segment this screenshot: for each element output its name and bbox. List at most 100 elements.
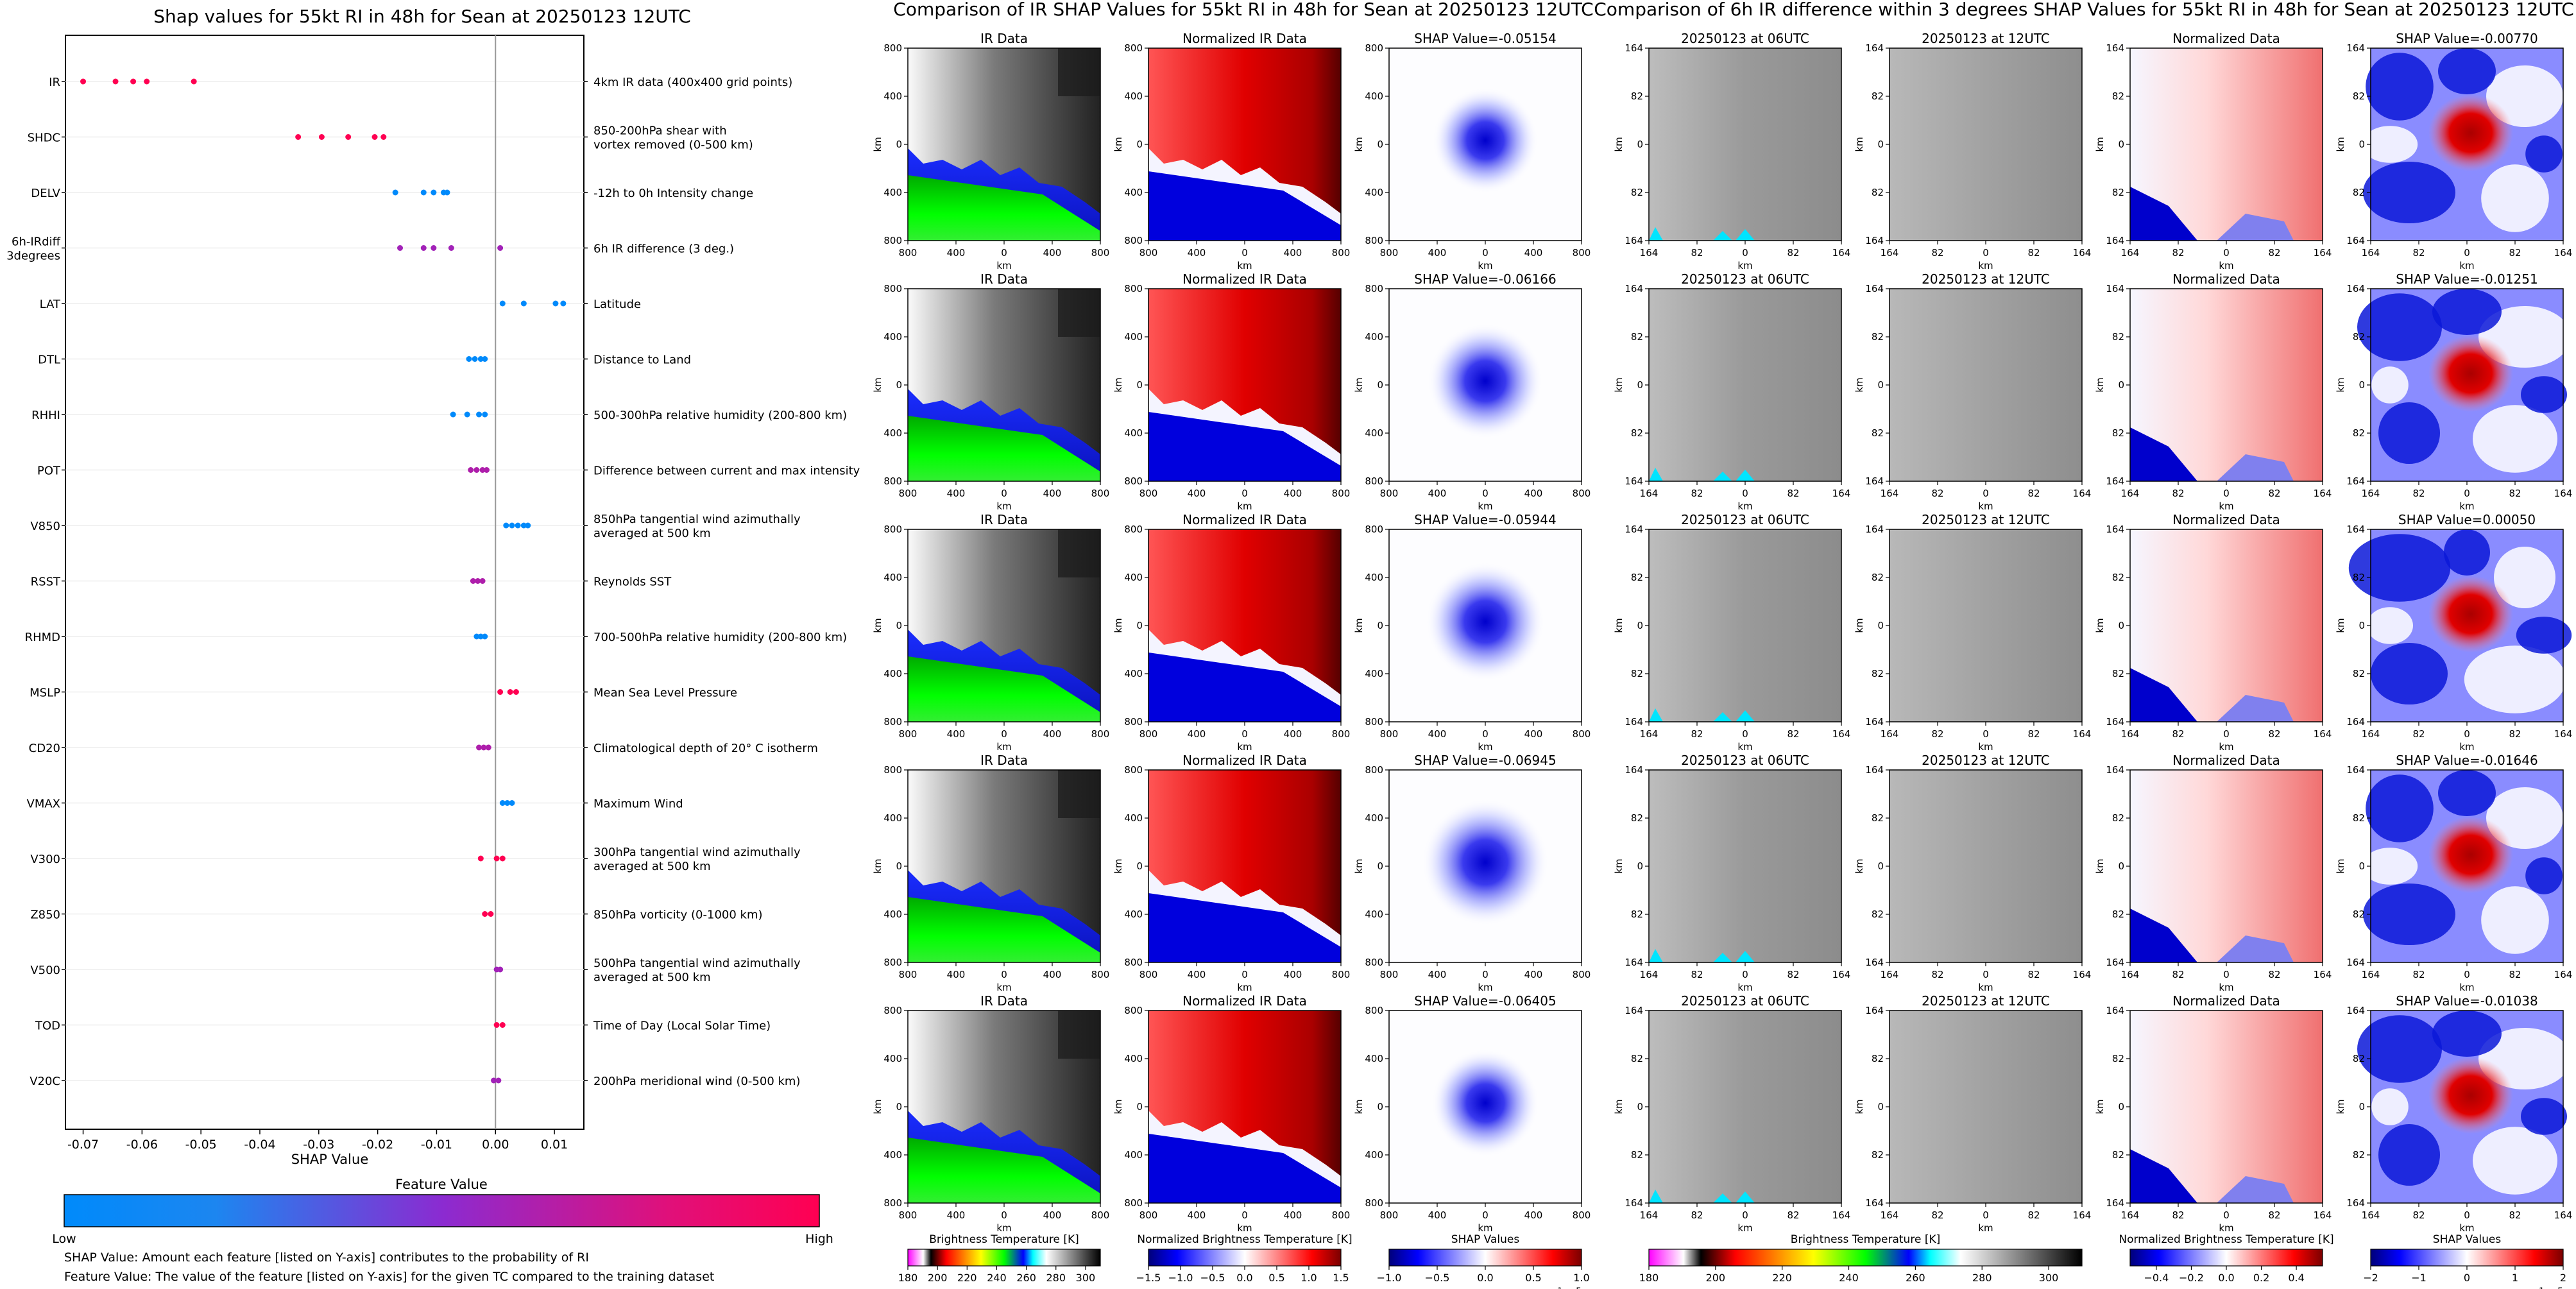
panel-y-axis-label: km xyxy=(2335,618,2346,633)
shap-patch xyxy=(2362,126,2418,163)
panel-y-axis-label: km xyxy=(1113,137,1124,151)
shap-patch xyxy=(2366,774,2434,842)
shap-point xyxy=(497,689,504,695)
shap-point xyxy=(482,633,488,640)
panel-frame xyxy=(2129,769,2323,963)
panel-x-tick-label: 0 xyxy=(1482,969,1488,980)
panel-y-tick-label: 400 xyxy=(1124,187,1143,198)
panel-y-tick-label: 0 xyxy=(896,139,902,150)
colorbar-tick-label: 220 xyxy=(957,1272,977,1284)
panel-x-axis-label: km xyxy=(1737,500,1752,512)
panel-x-axis-label: km xyxy=(1237,982,1252,993)
panel-y-tick-label: 0 xyxy=(1377,1101,1383,1113)
feature-description: Difference between current and max inten… xyxy=(593,465,860,478)
colorbar-tick-label: 200 xyxy=(1706,1272,1726,1284)
panel-y-axis-label: km xyxy=(1353,858,1365,873)
panel-x-tick-label: 800 xyxy=(1380,1209,1399,1221)
colorbar-tick-label: 1 xyxy=(2512,1272,2518,1284)
shap-point xyxy=(476,411,482,418)
ir-shap-panel: SHAP Value=-0.05154800800400400004004008… xyxy=(1353,31,1591,271)
panel-x-tick-label: 82 xyxy=(1787,488,1799,499)
panel-y-tick-label: 400 xyxy=(883,1053,902,1064)
negative-region xyxy=(1148,171,1341,241)
coldest-cloud-region xyxy=(908,897,1100,962)
feature-description: 500-300hPa relative humidity (200-800 km… xyxy=(593,409,847,422)
colorbar: Normalized Brightness Temperature [K] −0.… xyxy=(2119,1233,2333,1284)
panel-x-tick-label: 82 xyxy=(2268,1209,2280,1221)
panel-x-tick-label: 0 xyxy=(1241,728,1248,740)
ir-shap-value-title: SHAP Value=-0.05944 xyxy=(1414,512,1556,527)
irdiff-12utc-image xyxy=(1889,1011,2082,1203)
panel-x-tick-label: 164 xyxy=(1881,1209,1899,1221)
panel-x-tick-label: 800 xyxy=(1332,969,1351,980)
panel-title: 20250123 at 06UTC xyxy=(1681,512,1809,527)
panel-y-axis-label: km xyxy=(2335,377,2346,392)
shap-point xyxy=(476,744,482,751)
irdiff-06utc-image xyxy=(1649,529,1841,722)
panel-y-tick-label: 0 xyxy=(1637,620,1643,631)
panel-y-tick-label: 0 xyxy=(2358,620,2365,631)
shap-point xyxy=(112,78,119,85)
panel-x-tick-label: 0 xyxy=(2223,488,2230,499)
shap-patch xyxy=(2363,884,2455,945)
panel-y-tick-label: 800 xyxy=(1365,235,1383,246)
panel-y-tick-label: 400 xyxy=(1124,90,1143,102)
colorbar-tick-label: 260 xyxy=(1016,1272,1036,1284)
panel-y-tick-label: 400 xyxy=(1365,909,1383,920)
panel-y-tick-label: 82 xyxy=(1872,187,1884,198)
panel-frame xyxy=(2370,769,2564,963)
panel-y-tick-label: 164 xyxy=(2106,42,2124,54)
panel-y-tick-label: 800 xyxy=(1124,1005,1143,1016)
shap-point xyxy=(397,245,404,251)
panel-y-tick-label: 164 xyxy=(2106,1197,2124,1209)
normalized-ir-panel: Normalized IR Data8008004004000040040080… xyxy=(1113,993,1350,1234)
coldest-cloud-region xyxy=(908,175,1100,241)
shap-patch xyxy=(2366,53,2434,121)
panel-title: IR Data xyxy=(980,753,1028,768)
panel-y-tick-label: 800 xyxy=(1124,283,1143,295)
panel-y-tick-label: 82 xyxy=(2112,909,2124,920)
panel-x-tick-label: 800 xyxy=(1091,728,1110,740)
irdiff-shap-panel: SHAP Value=-0.01251164164828200828216416… xyxy=(2335,271,2572,512)
colorbar-tick-label: 280 xyxy=(1046,1272,1066,1284)
colorbar-tick-label: 200 xyxy=(928,1272,948,1284)
summary-points xyxy=(80,78,567,1084)
colorbar-scale-label: 1e−5 xyxy=(1557,1286,1582,1289)
irdiff-shap-panel: SHAP Value=-0.00770164164828200828216416… xyxy=(2335,31,2572,271)
panel-x-tick-label: 164 xyxy=(2362,488,2380,499)
panel-y-tick-label: 800 xyxy=(1365,524,1383,535)
panel-title: 20250123 at 06UTC xyxy=(1681,271,1809,287)
ir-shap-panel: SHAP Value=-0.06405800800400400004004008… xyxy=(1353,993,1591,1234)
irdiff-12utc-image xyxy=(1889,770,2082,962)
panel-x-tick-label: 0 xyxy=(1482,247,1488,259)
panel-y-tick-label: 164 xyxy=(1865,524,1884,535)
panel-y-tick-label: 164 xyxy=(1625,283,1643,295)
irdiff-shap-value-title: SHAP Value=-0.00770 xyxy=(2396,31,2538,46)
panel-x-axis-label: km xyxy=(2219,741,2233,753)
feature-description: 700-500hPa relative humidity (200-800 km… xyxy=(593,631,847,644)
panel-y-tick-label: 400 xyxy=(1365,1053,1383,1064)
panel-x-tick-label: 82 xyxy=(1931,969,1943,980)
panel-x-tick-label: 164 xyxy=(2314,247,2332,259)
panel-y-tick-label: 800 xyxy=(883,42,902,54)
panel-x-tick-label: 800 xyxy=(1139,488,1158,499)
panel-x-tick-label: 0 xyxy=(2223,247,2230,259)
panel-y-tick-label: 800 xyxy=(1124,475,1143,487)
panel-x-axis-label: km xyxy=(1737,260,1752,271)
panel-x-tick-label: 0 xyxy=(2464,969,2470,980)
panel-y-axis-label: km xyxy=(1613,377,1625,392)
panel-y-tick-label: 82 xyxy=(2112,427,2124,439)
panel-title: IR Data xyxy=(980,993,1028,1009)
panel-y-tick-label: 0 xyxy=(1637,379,1643,391)
shap-patch xyxy=(2378,1124,2440,1186)
colorbar-tick-label: 0.0 xyxy=(1477,1272,1493,1284)
weak-negative-region xyxy=(2217,454,2294,481)
shap-point xyxy=(475,578,481,584)
panel-x-tick-label: 0 xyxy=(2464,1209,2470,1221)
colorbar-tick-label: 0.4 xyxy=(2288,1272,2304,1284)
ir-shap-value-title: SHAP Value=-0.06405 xyxy=(1414,993,1556,1009)
panel-y-axis-label: km xyxy=(1854,618,1865,633)
panel-x-axis-label: km xyxy=(1478,741,1492,753)
panel-title: Normalized IR Data xyxy=(1182,31,1307,46)
